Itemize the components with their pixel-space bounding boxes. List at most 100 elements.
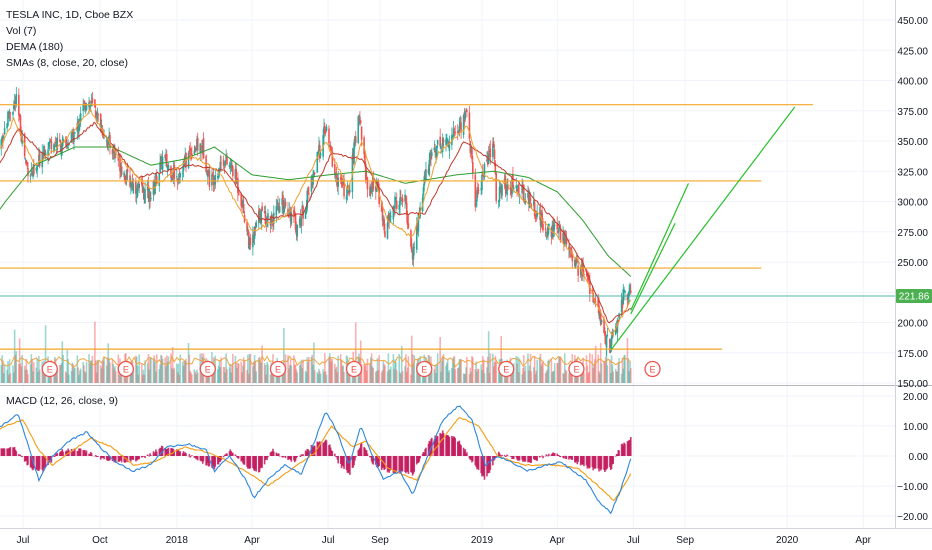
candle-body xyxy=(36,167,39,171)
earnings-marker[interactable]: E xyxy=(117,360,134,378)
earnings-marker[interactable]: E xyxy=(199,360,216,378)
volume-bar xyxy=(300,359,303,383)
macd-legend[interactable]: MACD (12, 26, close, 9) xyxy=(6,395,118,407)
macd-histogram-bar xyxy=(132,456,135,460)
volume-bar xyxy=(155,371,157,383)
trend-line[interactable] xyxy=(630,223,676,315)
legend-volume[interactable]: Vol (7) xyxy=(6,25,36,37)
legend-smas[interactable]: SMAs (8, close, 20, close) xyxy=(6,57,128,69)
macd-histogram-bar xyxy=(237,456,239,459)
candle-body xyxy=(411,251,414,260)
macd-histogram-bar xyxy=(216,456,219,465)
macd-histogram-bar xyxy=(328,445,330,456)
candle-body xyxy=(553,224,556,226)
volume-bar xyxy=(249,353,252,383)
macd-histogram-bar xyxy=(259,456,262,469)
candle-body xyxy=(158,172,161,187)
candle-body xyxy=(154,184,156,195)
macd-histogram-bar xyxy=(181,453,184,456)
macd-histogram-bar xyxy=(618,450,620,456)
earnings-marker[interactable]: E xyxy=(644,360,661,378)
macd-histogram-bar xyxy=(474,456,477,466)
earnings-marker-circle xyxy=(117,360,134,378)
candle-body xyxy=(306,190,309,209)
macd-histogram-bar xyxy=(224,454,227,456)
time-axis[interactable]: Jul Oct 2018 Apr Jul Sep 2019 Apr Jul Sep 2020 Apr xyxy=(17,535,872,546)
macd-histogram-bar xyxy=(558,456,561,457)
candle-body xyxy=(436,139,439,145)
earnings-marker[interactable]: E xyxy=(269,360,287,378)
volume-bar xyxy=(528,365,531,383)
volume-bar xyxy=(463,373,466,383)
volume-bar xyxy=(159,364,161,383)
volume-bar xyxy=(25,358,28,383)
candle-body xyxy=(464,111,467,120)
macd-histogram-bar xyxy=(558,455,560,456)
earnings-marker[interactable]: E xyxy=(41,360,58,378)
price-tick-label: 375.00 xyxy=(897,107,928,118)
macd-histogram-bar xyxy=(524,456,527,462)
candle-body xyxy=(232,166,234,177)
macd-histogram-bar xyxy=(301,455,304,456)
earnings-marker[interactable]: E xyxy=(498,360,515,378)
volume-bar xyxy=(70,370,73,383)
macd-histogram-bar xyxy=(190,456,192,457)
macd-histogram-bar xyxy=(603,456,605,470)
main-legend[interactable]: TESLA INC, 1D, Cboe BZX Vol (7) DEMA (18… xyxy=(6,9,133,69)
candle-body xyxy=(313,172,316,174)
macd-histogram-bar xyxy=(189,456,192,458)
macd-histogram-bar xyxy=(118,456,120,462)
candle-body xyxy=(440,146,442,149)
legend-symbol[interactable]: TESLA INC, 1D, Cboe BZX xyxy=(6,9,133,21)
volume-bar xyxy=(49,372,52,383)
candle-body xyxy=(155,173,157,183)
volume-bar xyxy=(343,372,345,383)
trend-line[interactable] xyxy=(611,106,796,350)
macd-histogram-bar xyxy=(43,456,46,468)
candle-body xyxy=(406,216,409,225)
volume-bar xyxy=(217,365,220,383)
volume-bar xyxy=(517,372,520,383)
macd-histogram-bar xyxy=(319,442,322,456)
volume-bar xyxy=(529,353,532,383)
candle-body xyxy=(146,185,149,191)
volume-bar xyxy=(225,353,227,383)
macd-histogram-bar xyxy=(406,456,409,473)
earnings-marker[interactable]: E xyxy=(345,360,363,378)
volume-bar xyxy=(118,374,120,383)
volume-bar xyxy=(228,367,231,383)
candle-body xyxy=(486,159,488,162)
macd-histogram-bar xyxy=(359,447,361,456)
macd-histogram-bar xyxy=(135,456,137,462)
macd-histogram-bar xyxy=(260,456,263,468)
macd-histogram-bar xyxy=(569,456,572,459)
trend-line[interactable] xyxy=(630,183,690,311)
candle-body xyxy=(187,152,190,169)
macd-histogram-bar xyxy=(334,456,337,457)
macd-histogram-bar xyxy=(142,456,145,457)
volume-bar xyxy=(29,364,32,383)
volume-bar xyxy=(172,369,175,383)
volume-bar xyxy=(194,371,197,383)
macd-histogram-bar xyxy=(55,453,58,456)
volume-bar xyxy=(85,362,88,383)
volume-bar xyxy=(604,356,607,383)
volume-bar xyxy=(252,366,254,383)
macd-histogram-bar xyxy=(96,456,99,457)
volume-bar xyxy=(579,373,582,383)
candle-body xyxy=(0,139,3,148)
candle-body xyxy=(609,338,611,353)
earnings-marker[interactable]: E xyxy=(416,360,433,378)
macd-histogram-bar xyxy=(483,456,486,480)
macd-histogram-bar xyxy=(3,448,6,456)
candle-body xyxy=(199,143,202,154)
macd-histogram-bar xyxy=(195,456,197,460)
earnings-marker[interactable]: E xyxy=(568,360,585,378)
volume-bar xyxy=(103,356,105,383)
volume-bar xyxy=(148,369,151,383)
candle-body xyxy=(270,218,273,225)
legend-dema[interactable]: DEMA (180) xyxy=(6,41,63,53)
